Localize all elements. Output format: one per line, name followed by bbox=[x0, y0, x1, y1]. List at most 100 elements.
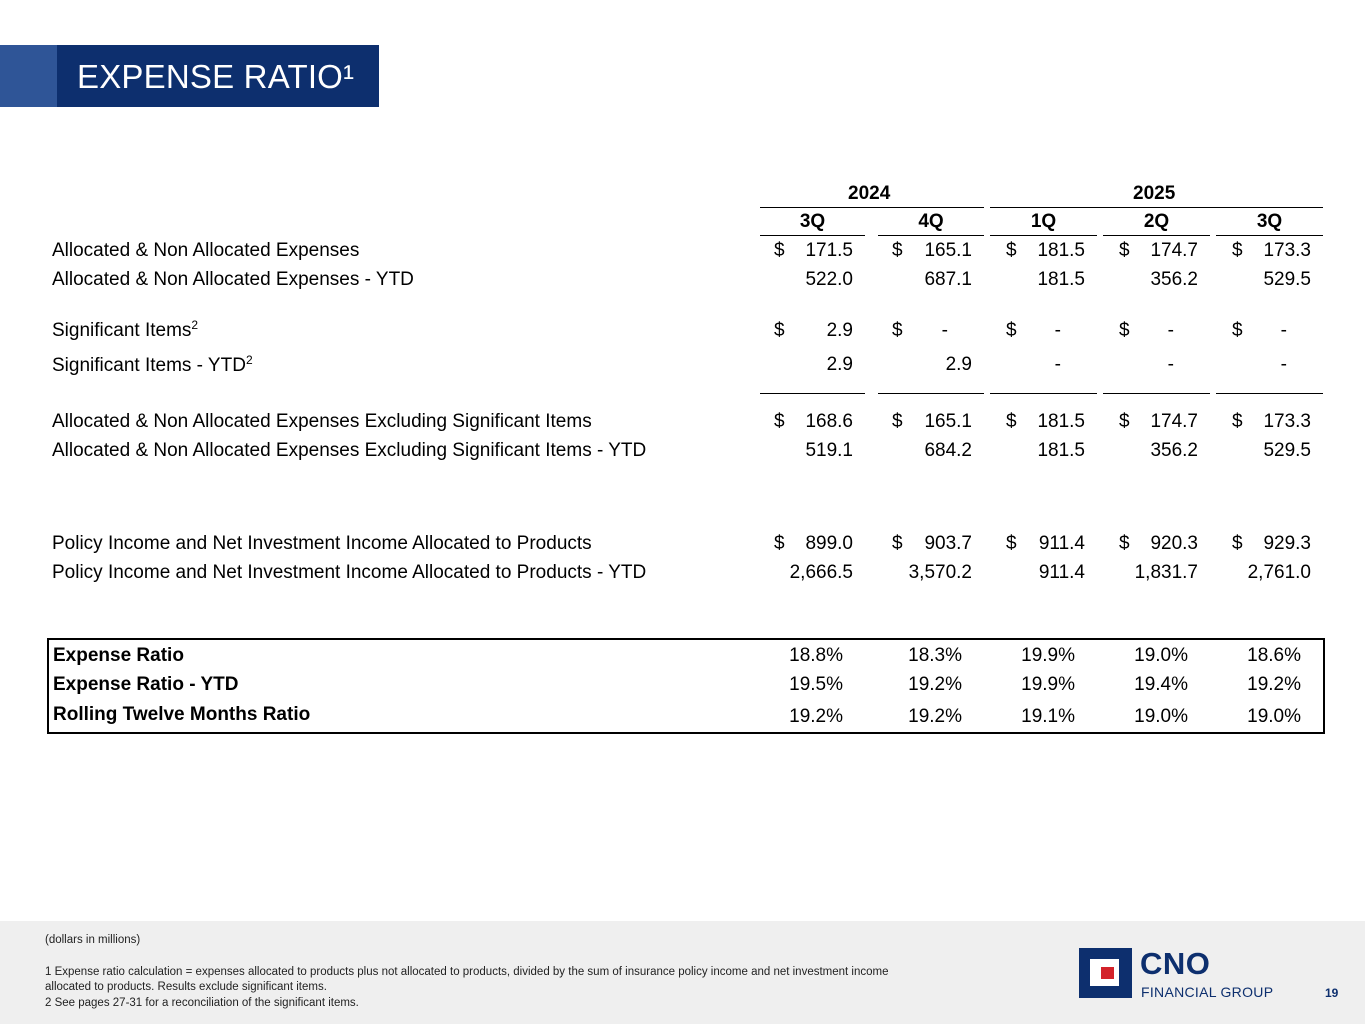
cell-value: - bbox=[941, 320, 948, 341]
row-label-text: Significant Items bbox=[52, 320, 192, 341]
currency-symbol: $ bbox=[1006, 320, 1017, 341]
ratio-value: 19.2% bbox=[908, 706, 962, 727]
cell-value: 903.7 bbox=[924, 533, 972, 554]
currency-symbol: $ bbox=[892, 533, 903, 554]
row-label-policy-income-ytd: Policy Income and Net Investment Income … bbox=[52, 562, 647, 583]
row-label-policy-income: Policy Income and Net Investment Income … bbox=[52, 533, 592, 554]
footnote-1: 1 Expense ratio calculation = expenses a… bbox=[45, 966, 889, 978]
cell-value: 181.5 bbox=[1037, 411, 1085, 432]
cell-value: 3,570.2 bbox=[908, 562, 972, 583]
cell-value: 529.5 bbox=[1263, 440, 1311, 461]
subtotal-rule bbox=[878, 393, 984, 394]
cell-value: 2.9 bbox=[826, 320, 853, 341]
footnote-ref: 2 bbox=[245, 353, 253, 367]
cell-value: 2.9 bbox=[945, 354, 972, 375]
page-number: 19 bbox=[1325, 986, 1339, 1000]
currency-symbol: $ bbox=[892, 411, 903, 432]
cell-value: 168.6 bbox=[805, 411, 853, 432]
cell-value: - bbox=[1280, 354, 1287, 375]
currency-symbol: $ bbox=[774, 320, 785, 341]
cell-value: 356.2 bbox=[1150, 440, 1198, 461]
currency-symbol: $ bbox=[774, 411, 785, 432]
quarter-header: 3Q bbox=[1256, 211, 1283, 232]
quarter-header: 3Q bbox=[799, 211, 826, 232]
ratio-value: 18.6% bbox=[1247, 645, 1301, 666]
currency-symbol: $ bbox=[892, 320, 903, 341]
subtotal-rule bbox=[1216, 393, 1323, 394]
cell-value: 2,761.0 bbox=[1247, 562, 1311, 583]
ratio-value: 19.4% bbox=[1134, 674, 1188, 695]
title-bar bbox=[57, 45, 379, 107]
cell-value: 519.1 bbox=[805, 440, 853, 461]
cell-value: 174.7 bbox=[1150, 411, 1198, 432]
cell-value: 181.5 bbox=[1037, 440, 1085, 461]
ratio-value: 19.0% bbox=[1247, 706, 1301, 727]
cell-value: 173.3 bbox=[1263, 240, 1311, 261]
subtotal-rule bbox=[990, 393, 1097, 394]
quarter-header: 1Q bbox=[1030, 211, 1057, 232]
ratio-value: 19.2% bbox=[789, 706, 843, 727]
year-2024-header: 2024 bbox=[848, 183, 891, 204]
currency-symbol: $ bbox=[1232, 240, 1243, 261]
cell-value: - bbox=[1167, 320, 1174, 341]
currency-symbol: $ bbox=[774, 533, 785, 554]
currency-symbol: $ bbox=[1119, 320, 1130, 341]
subtotal-rule bbox=[760, 393, 865, 394]
ratio-value: 19.2% bbox=[908, 674, 962, 695]
ratio-value: 19.0% bbox=[1134, 645, 1188, 666]
cell-value: 529.5 bbox=[1263, 269, 1311, 290]
ratio-value: 19.9% bbox=[1021, 674, 1075, 695]
ratio-value: 19.0% bbox=[1134, 706, 1188, 727]
ratio-label-expense-ratio: Expense Ratio bbox=[53, 645, 184, 666]
row-label-significant-items: Significant Items2 bbox=[52, 318, 199, 343]
footnote-ref: 2 bbox=[191, 318, 199, 332]
currency-symbol: $ bbox=[774, 240, 785, 261]
cell-value: 1,831.7 bbox=[1134, 562, 1198, 583]
currency-symbol: $ bbox=[1232, 320, 1243, 341]
currency-symbol: $ bbox=[1119, 240, 1130, 261]
cell-value: - bbox=[1054, 320, 1061, 341]
currency-symbol: $ bbox=[892, 240, 903, 261]
ratio-value: 18.3% bbox=[908, 645, 962, 666]
cell-value: 165.1 bbox=[924, 240, 972, 261]
footnote-1-continued: allocated to products. Results exclude s… bbox=[45, 981, 327, 993]
cell-value: 2,666.5 bbox=[789, 562, 853, 583]
quarter-header: 2Q bbox=[1143, 211, 1170, 232]
cell-value: 165.1 bbox=[924, 411, 972, 432]
title-accent-bar bbox=[0, 45, 57, 107]
ratio-value: 19.2% bbox=[1247, 674, 1301, 695]
cell-value: - bbox=[1167, 354, 1174, 375]
row-label-allocated-expenses-ytd: Allocated & Non Allocated Expenses - YTD bbox=[52, 269, 414, 290]
cell-value: 899.0 bbox=[805, 533, 853, 554]
cell-value: 684.2 bbox=[924, 440, 972, 461]
currency-symbol: $ bbox=[1119, 533, 1130, 554]
year-2024-rule bbox=[760, 207, 984, 208]
row-label-text: Significant Items - YTD bbox=[52, 355, 246, 376]
footer-band bbox=[0, 921, 1365, 1024]
cell-value: 522.0 bbox=[805, 269, 853, 290]
currency-symbol: $ bbox=[1006, 533, 1017, 554]
quarter-rule bbox=[1103, 235, 1210, 236]
cell-value: - bbox=[1054, 354, 1061, 375]
cell-value: 911.4 bbox=[1038, 533, 1085, 554]
ratio-label-expense-ratio-ytd: Expense Ratio - YTD bbox=[53, 674, 239, 695]
quarter-header: 4Q bbox=[918, 211, 944, 232]
ratio-value: 18.8% bbox=[789, 645, 843, 666]
row-label-expenses-excluding-significant-items-ytd: Allocated & Non Allocated Expenses Exclu… bbox=[52, 440, 647, 461]
cell-value: 920.3 bbox=[1150, 533, 1198, 554]
ratio-value: 19.5% bbox=[789, 674, 843, 695]
units-note: (dollars in millions) bbox=[45, 934, 141, 946]
ratio-label-rolling-twelve-months: Rolling Twelve Months Ratio bbox=[53, 704, 311, 725]
cell-value: 181.5 bbox=[1037, 269, 1085, 290]
currency-symbol: $ bbox=[1006, 240, 1017, 261]
currency-symbol: $ bbox=[1232, 411, 1243, 432]
cell-value: 929.3 bbox=[1263, 533, 1311, 554]
row-label-expenses-excluding-significant-items: Allocated & Non Allocated Expenses Exclu… bbox=[52, 411, 592, 432]
cell-value: 171.5 bbox=[805, 240, 853, 261]
year-2025-header: 2025 bbox=[1133, 183, 1176, 204]
cell-value: 2.9 bbox=[826, 354, 853, 375]
cell-value: 687.1 bbox=[924, 269, 972, 290]
logo-wordmark: CNO bbox=[1140, 946, 1211, 981]
currency-symbol: $ bbox=[1232, 533, 1243, 554]
row-label-significant-items-ytd: Significant Items - YTD2 bbox=[52, 353, 253, 378]
